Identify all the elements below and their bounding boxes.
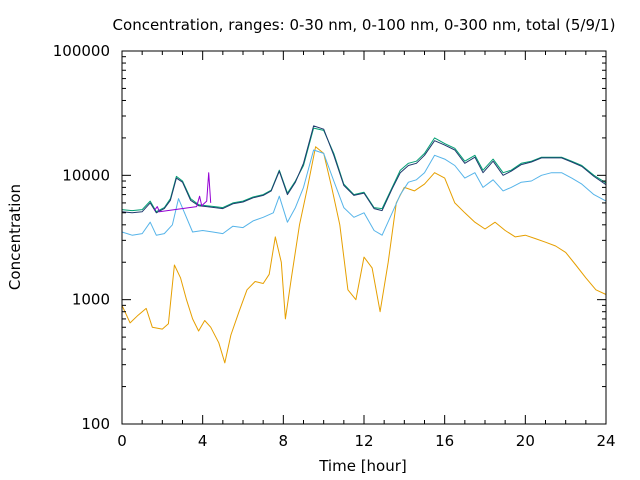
x-tick-label: 8 xyxy=(279,432,289,450)
y-tick-label: 10000 xyxy=(62,166,110,184)
x-tick-label: 12 xyxy=(354,432,373,450)
series-line-4 xyxy=(121,125,607,214)
y-tick-label: 1000 xyxy=(72,291,110,309)
y-tick-label: 100 xyxy=(81,415,110,433)
x-tick-label: 0 xyxy=(117,432,127,450)
y-tick-label: 100000 xyxy=(53,42,110,60)
series-line-5 xyxy=(153,172,212,213)
chart-title: Concentration, ranges: 0-30 nm, 0-100 nm… xyxy=(113,16,616,34)
x-tick-label: 4 xyxy=(198,432,208,450)
x-tick-label: 24 xyxy=(596,432,615,450)
x-axis: 0 4 8 12 16 20 24 xyxy=(117,51,616,450)
y-axis-label: Concentration xyxy=(6,184,24,290)
x-axis-label: Time [hour] xyxy=(318,457,407,475)
series-line-3 xyxy=(121,127,607,213)
x-tick-label: 16 xyxy=(435,432,454,450)
x-tick-label: 20 xyxy=(516,432,535,450)
series-line-1 xyxy=(121,146,607,364)
series-line-2 xyxy=(121,149,607,236)
plot-lines xyxy=(121,125,607,364)
y-axis: 100 1000 10000 100000 xyxy=(53,42,606,433)
